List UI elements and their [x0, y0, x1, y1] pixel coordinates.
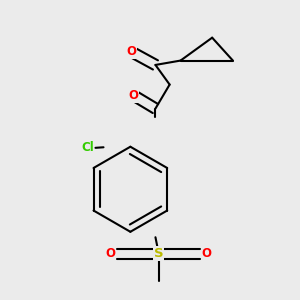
Text: Cl: Cl — [81, 141, 94, 154]
Text: O: O — [202, 247, 212, 260]
Text: O: O — [129, 89, 139, 102]
Text: S: S — [154, 247, 164, 260]
Text: O: O — [127, 45, 136, 58]
Text: O: O — [106, 247, 116, 260]
